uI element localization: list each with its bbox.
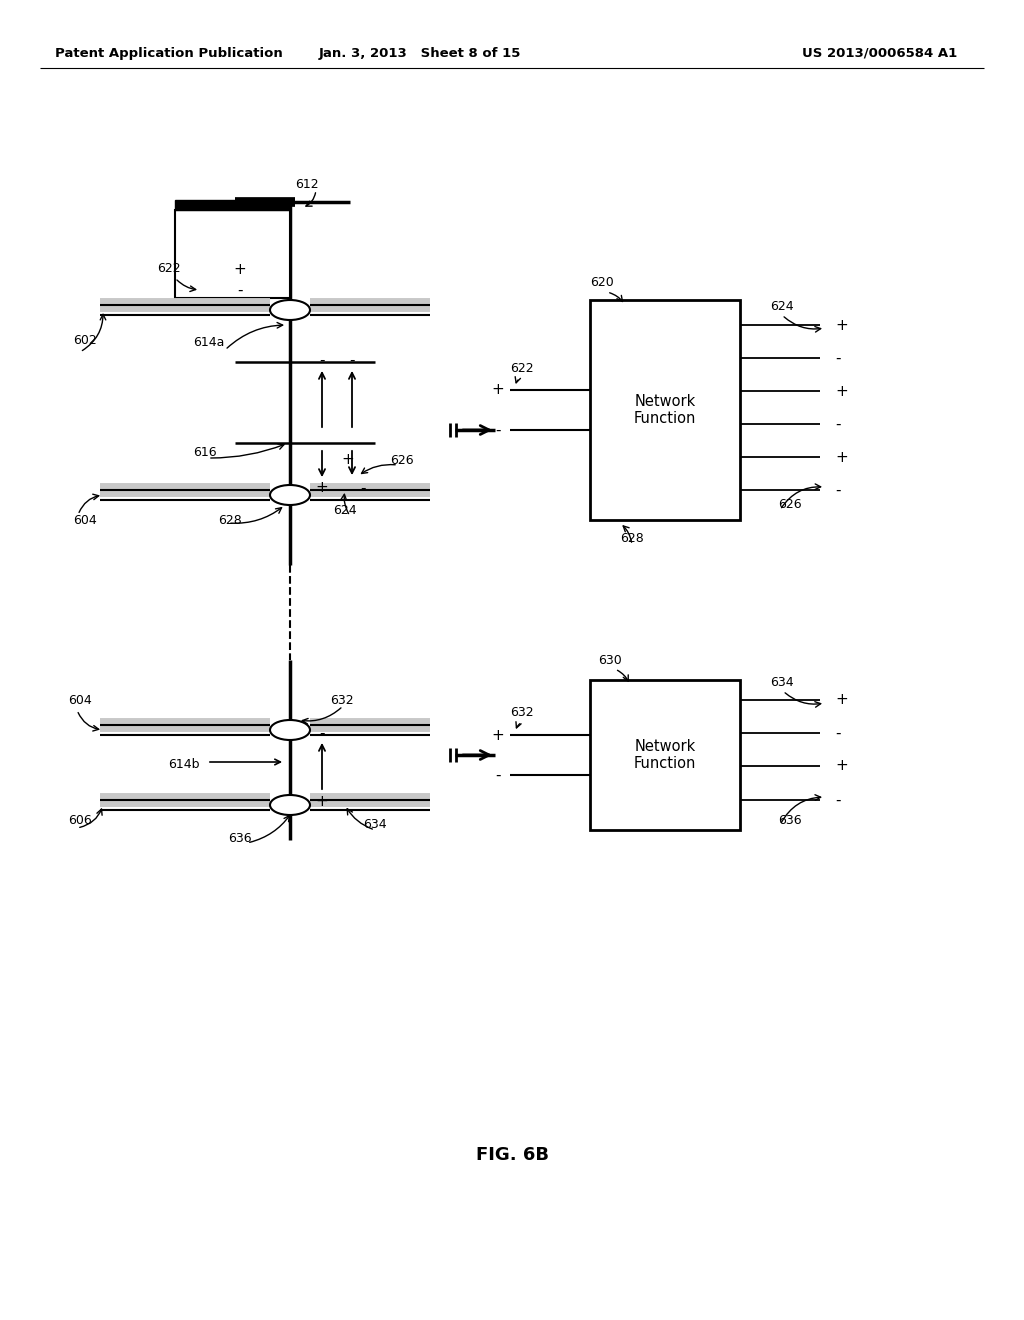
Text: 632: 632 [510,706,534,719]
Ellipse shape [270,300,310,319]
Text: Patent Application Publication: Patent Application Publication [55,46,283,59]
Text: 616: 616 [193,446,217,459]
Text: +: + [835,318,848,333]
Text: -: - [238,282,243,297]
Text: -: - [835,726,841,741]
Text: 628: 628 [218,513,242,527]
Text: +: + [342,453,354,467]
Text: 624: 624 [770,301,794,314]
Text: 606: 606 [68,813,92,826]
Text: 614a: 614a [193,337,224,350]
Text: Jan. 3, 2013   Sheet 8 of 15: Jan. 3, 2013 Sheet 8 of 15 [318,46,521,59]
Text: +: + [492,383,505,397]
Text: FIG. 6B: FIG. 6B [475,1146,549,1164]
Ellipse shape [270,719,310,741]
Text: 620: 620 [590,276,613,289]
Text: +: + [835,450,848,465]
Text: 612: 612 [295,178,318,191]
Ellipse shape [270,795,310,814]
Text: -: - [835,483,841,498]
Text: +: + [315,795,329,809]
Text: -: - [319,352,325,367]
Text: +: + [835,384,848,399]
Bar [175,201,290,210]
Text: 614b: 614b [168,759,200,771]
Ellipse shape [270,484,310,506]
Text: 604: 604 [68,693,92,706]
Text: -: - [835,417,841,432]
Text: US 2013/0006584 A1: US 2013/0006584 A1 [803,46,957,59]
Text: 626: 626 [778,499,802,511]
Bar [175,210,290,298]
Text: +: + [492,727,505,742]
Bar [590,680,740,830]
Text: +: + [233,263,247,277]
Text: +: + [835,759,848,774]
Text: 628: 628 [620,532,644,544]
Text: -: - [360,480,366,495]
Text: -: - [319,726,325,741]
Text: +: + [835,693,848,708]
Text: -: - [349,352,354,367]
Text: 634: 634 [770,676,794,689]
Text: -: - [835,792,841,808]
Text: -: - [835,351,841,366]
Text: 604: 604 [73,513,96,527]
Text: Network
Function: Network Function [634,739,696,771]
Text: -: - [496,767,501,783]
Text: 634: 634 [364,818,387,832]
Text: 636: 636 [778,813,802,826]
Text: 622: 622 [157,261,180,275]
Text: 624: 624 [333,503,356,516]
Bar [590,300,740,520]
Text: 622: 622 [510,362,534,375]
Text: 630: 630 [598,653,622,667]
Text: 636: 636 [228,832,252,845]
Text: Network
Function: Network Function [634,393,696,426]
Text: -: - [496,422,501,437]
Text: 626: 626 [390,454,414,466]
Text: 602: 602 [73,334,96,346]
Text: +: + [315,480,329,495]
Text: 632: 632 [330,693,353,706]
